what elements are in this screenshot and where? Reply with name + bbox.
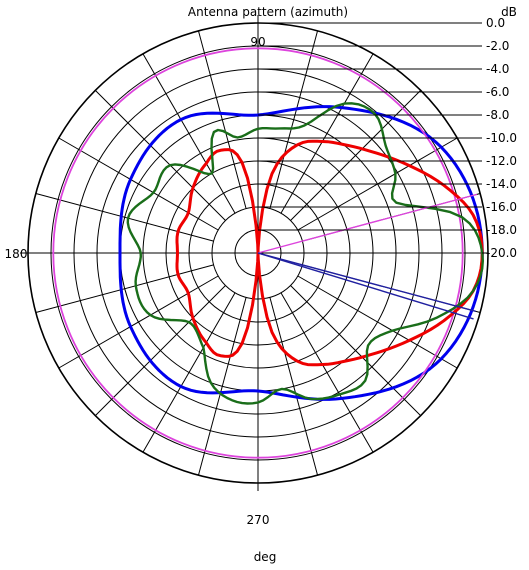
grid-spoke — [290, 285, 421, 416]
radial-tick-label: -20.0 — [486, 246, 517, 260]
radial-tick-label: -10.0 — [486, 131, 517, 145]
chart-title: Antenna pattern (azimuth) — [188, 5, 348, 19]
radial-tick-label: -14.0 — [486, 177, 517, 191]
grid-spoke — [280, 53, 374, 214]
grid-spoke — [35, 192, 214, 242]
radial-tick-label: -16.0 — [486, 200, 517, 214]
series-green-curve — [126, 102, 484, 405]
angle-label-90: 90 — [250, 35, 265, 49]
grid-spoke — [269, 30, 319, 209]
series-red-curve — [175, 139, 484, 367]
radial-tick-labels: 0.0 -2.0 -4.0 -6.0 -8.0 -10.0 -12.0 -14.0 -16.0 -… — [258, 16, 517, 260]
reference-line-navy — [257, 252, 474, 320]
reference-lines — [257, 193, 478, 320]
grid-spoke — [95, 285, 226, 416]
radial-tick-label: -12.0 — [486, 154, 517, 168]
grid-spoke — [197, 30, 247, 209]
grid-spoke — [197, 297, 247, 476]
x-axis-label: deg — [254, 550, 277, 564]
reference-line-navy — [257, 252, 476, 313]
polar-grid — [20, 15, 489, 491]
grid-spoke — [280, 292, 374, 453]
radial-tick-label: -8.0 — [486, 108, 509, 122]
grid-spoke — [297, 275, 458, 369]
reference-line-magenta — [257, 193, 478, 254]
angle-label-180: 180 — [5, 247, 28, 261]
radial-tick-label: -6.0 — [486, 85, 509, 99]
unit-label: dB — [501, 5, 517, 19]
grid-spoke — [142, 292, 236, 453]
grid-spoke — [142, 53, 236, 214]
series-layer — [52, 47, 484, 459]
grid-spoke — [269, 297, 319, 476]
radial-tick-label: -4.0 — [486, 62, 509, 76]
radial-tick-label: -2.0 — [486, 39, 509, 53]
series-blue-curve — [118, 105, 484, 401]
radial-tick-label: 0.0 — [486, 16, 505, 30]
series-magenta-curve — [52, 47, 464, 459]
grid-spoke — [58, 275, 219, 369]
grid-spoke — [95, 90, 226, 221]
angle-label-270: 270 — [247, 513, 270, 527]
grid-spoke — [58, 137, 219, 231]
grid-spoke — [35, 264, 214, 314]
radial-tick-label: -18.0 — [486, 223, 517, 237]
grid-spoke — [290, 90, 421, 221]
